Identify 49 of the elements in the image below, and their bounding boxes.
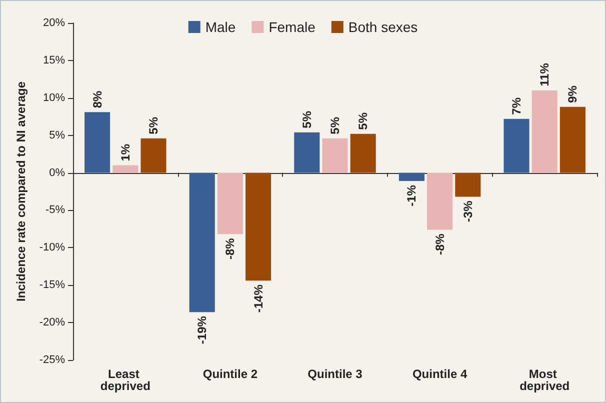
data-label: 5%	[300, 110, 314, 128]
bar	[322, 138, 348, 173]
y-axis-title: Incidence rate compared to NI average	[14, 81, 28, 302]
legend-label: Female	[268, 19, 316, 35]
legend-label: Both sexes	[348, 19, 418, 35]
data-label: 5%	[328, 116, 342, 134]
legend-label: Male	[205, 19, 236, 35]
x-tick-label: Quintile 2	[202, 367, 258, 381]
data-label: 1%	[118, 144, 132, 162]
y-tick-label: -15%	[39, 279, 66, 292]
y-tick-label: 0%	[49, 166, 66, 179]
x-tick-label: Most deprived	[520, 367, 570, 393]
data-label: 11%	[538, 62, 552, 86]
y-tick-label: -10%	[39, 242, 66, 254]
bar	[504, 118, 530, 173]
bar	[294, 132, 320, 173]
data-label: -8%	[432, 233, 447, 256]
data-label: -19%	[195, 316, 210, 344]
data-label: -3%	[460, 200, 475, 222]
x-tick-label: Least deprived	[100, 367, 150, 393]
bar	[350, 134, 376, 173]
bar	[217, 172, 243, 234]
x-tick-label: Quintile 4	[412, 367, 468, 381]
x-tick-label: Quintile 3	[308, 367, 363, 381]
bar	[455, 172, 481, 197]
data-label: 9%	[566, 85, 580, 103]
bar	[560, 106, 586, 173]
bar	[398, 172, 424, 182]
data-label: 5%	[356, 112, 370, 130]
y-tick-label: 15%	[42, 54, 66, 66]
data-label: -8%	[223, 238, 238, 260]
data-label: -1%	[404, 184, 419, 206]
bar	[84, 112, 110, 173]
bar	[189, 172, 215, 312]
data-label: 7%	[510, 97, 524, 115]
bar	[246, 172, 272, 281]
bar	[140, 138, 166, 173]
data-label: 8%	[90, 90, 104, 108]
y-tick-label: -20%	[39, 316, 66, 329]
y-tick-label: -5%	[45, 204, 66, 216]
y-tick-label: 20%	[42, 17, 66, 29]
bar	[427, 172, 453, 230]
data-label: 5%	[146, 116, 160, 134]
bar	[532, 90, 558, 173]
y-tick-label: 10%	[42, 92, 66, 104]
data-label: -14%	[251, 284, 266, 313]
y-tick-label: -25%	[39, 354, 66, 366]
bar	[112, 165, 138, 173]
y-tick-label: 5%	[49, 129, 66, 142]
